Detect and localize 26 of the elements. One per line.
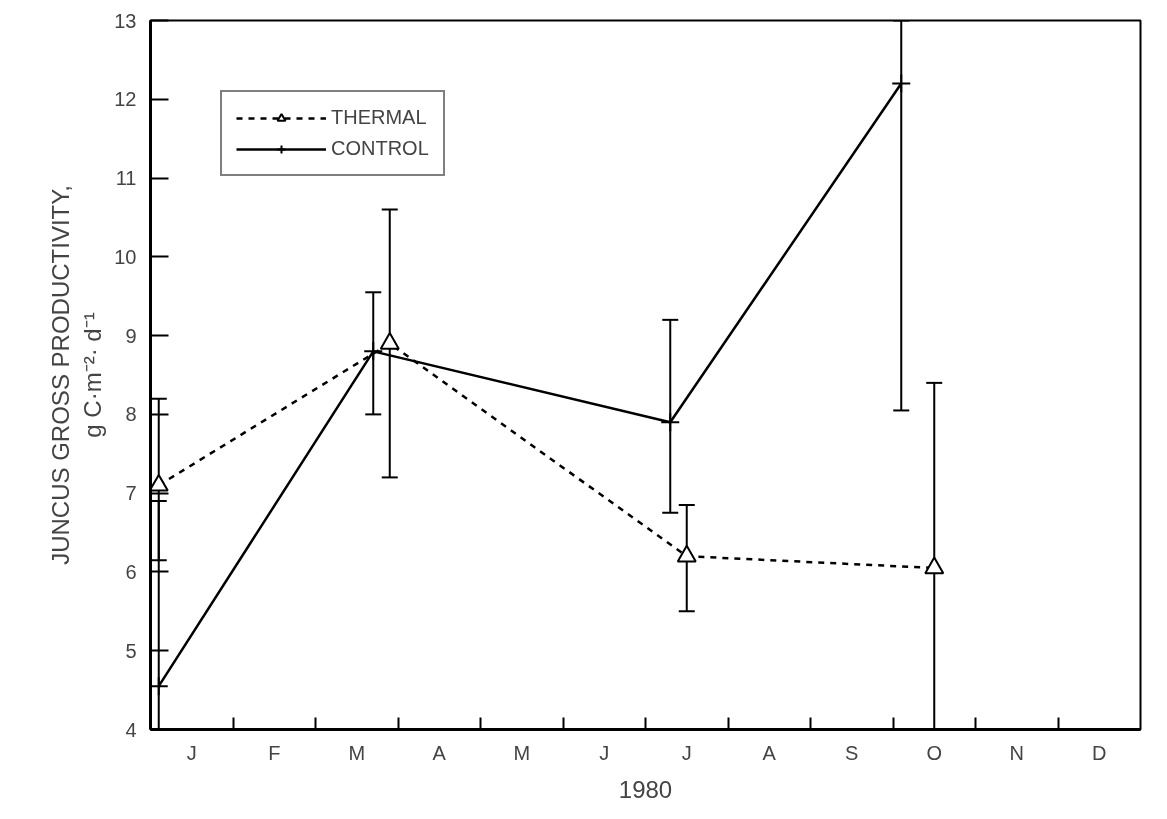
- y-tick-label: 13: [114, 9, 137, 32]
- y-tick-label: 4: [125, 718, 137, 741]
- x-tick-label: J: [186, 741, 197, 764]
- y-tick-label: 10: [114, 245, 137, 268]
- x-tick-label: O: [926, 741, 943, 764]
- y-axis-title: JUNCUS GROSS PRODUCTIVITY, g C·m⁻²· d⁻¹: [46, 185, 107, 565]
- y-tick-label: 9: [125, 324, 137, 347]
- legend-label: CONTROL: [331, 137, 429, 160]
- y-tick-label: 11: [115, 167, 137, 190]
- x-axis-title: 1980: [618, 775, 673, 803]
- x-tick-label: A: [762, 741, 777, 764]
- x-tick-label: A: [432, 741, 447, 764]
- x-tick-label: S: [845, 741, 859, 764]
- x-tick-label: F: [268, 741, 281, 764]
- y-tick-label: 5: [125, 639, 137, 662]
- x-tick-label: M: [513, 741, 531, 764]
- x-tick-label: D: [1092, 741, 1107, 764]
- y-tick-label: 6: [125, 560, 137, 583]
- y-tick-label: 8: [125, 403, 137, 426]
- x-tick-label: J: [681, 741, 692, 764]
- legend-label: THERMAL: [331, 106, 427, 129]
- y-tick-label: 12: [114, 88, 137, 111]
- x-tick-label: M: [348, 741, 366, 764]
- x-tick-label: N: [1009, 741, 1024, 764]
- x-tick-label: J: [599, 741, 610, 764]
- y-tick-label: 7: [125, 482, 137, 505]
